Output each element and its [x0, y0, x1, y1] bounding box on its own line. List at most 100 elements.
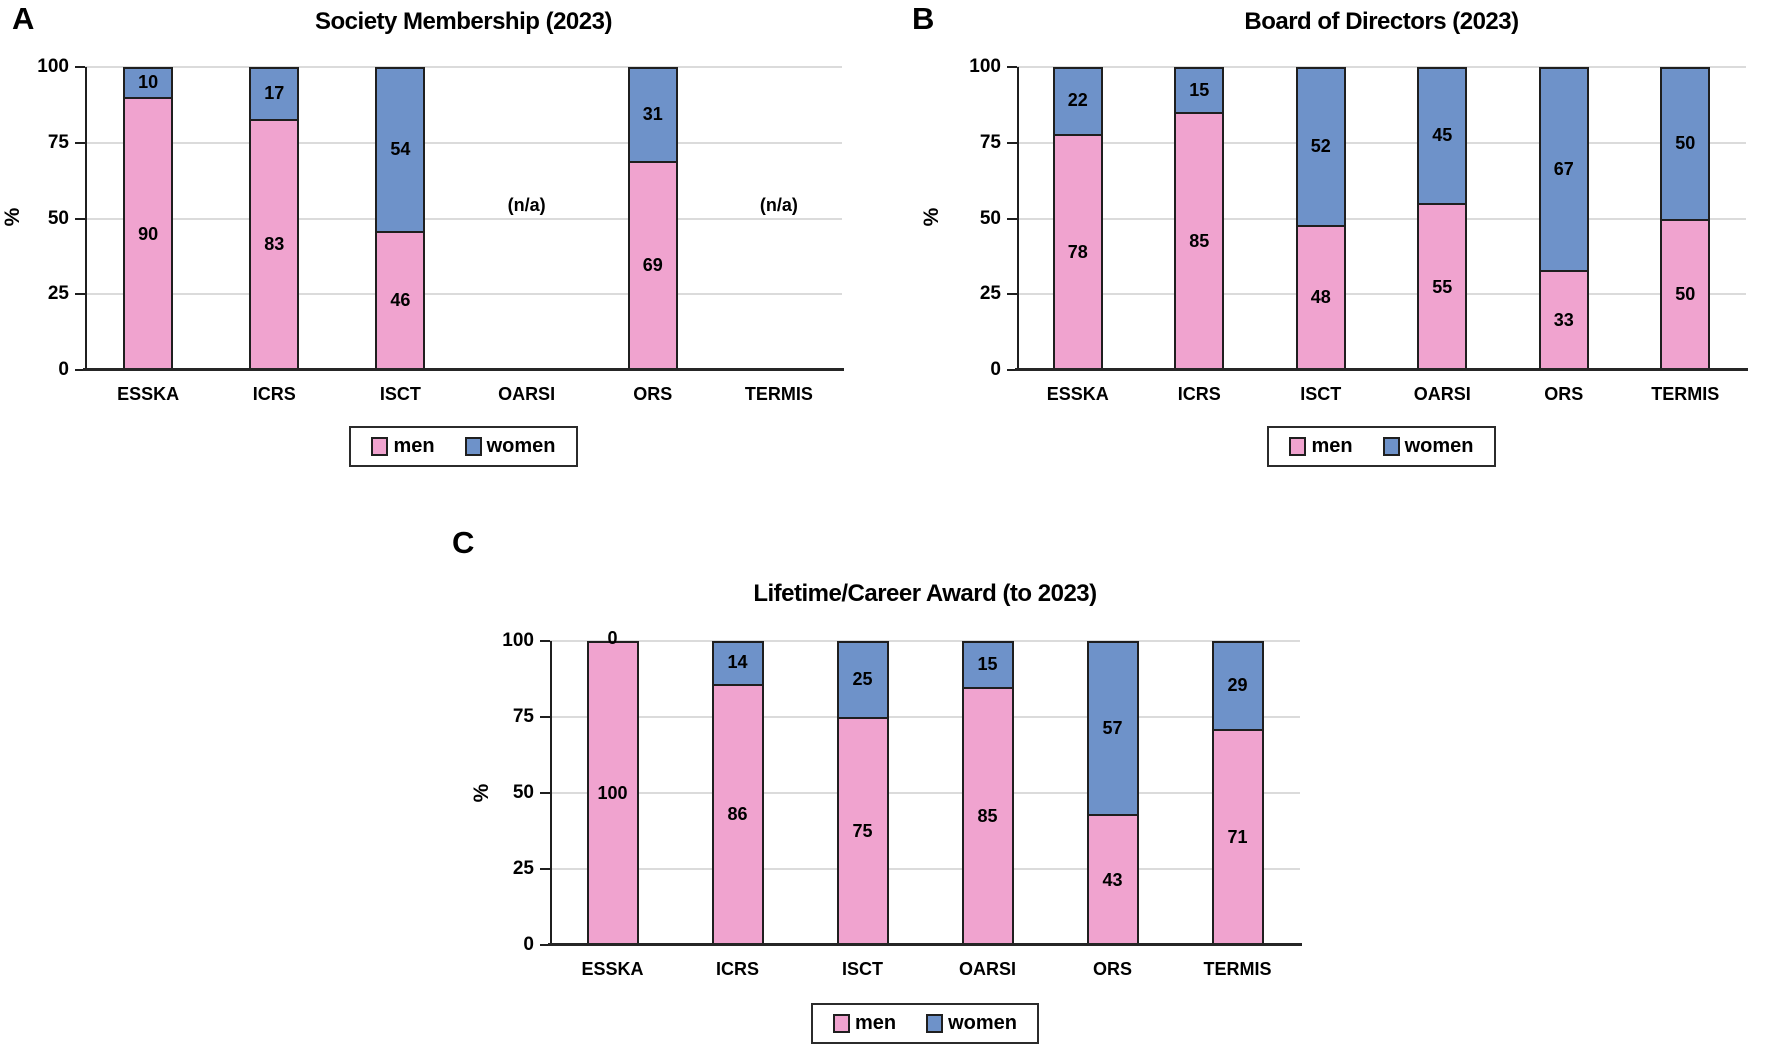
legend-box: men women	[810, 1003, 1040, 1044]
legend-women-label: women	[948, 1012, 1018, 1034]
women-value-label: 45	[1432, 125, 1453, 146]
legend-men-label: men	[393, 435, 435, 457]
y-tick-mark	[540, 868, 550, 870]
x-category-label: ORS	[1544, 384, 1584, 404]
legend-item-women: women	[926, 1012, 1017, 1035]
x-category-label: TERMIS	[744, 384, 813, 404]
chart-title-b: Board of Directors (2023)	[1244, 8, 1519, 35]
y-tick-mark	[540, 640, 550, 642]
women-value-label: 22	[1067, 90, 1088, 111]
legend-box: men women	[1267, 426, 1496, 467]
y-tick-label: 75	[47, 131, 69, 153]
bar-segment-men	[1417, 203, 1468, 370]
y-tick-label: 0	[523, 934, 534, 955]
y-tick-label: 25	[512, 858, 534, 879]
men-value-label: 83	[264, 234, 285, 255]
bar-segment-women	[1417, 67, 1468, 206]
y-tick-mark	[1007, 217, 1017, 220]
bar-segment-women	[711, 641, 764, 686]
x-category-label: OARSI	[1413, 384, 1471, 404]
y-tick-label: 75	[512, 706, 534, 727]
x-category-label: ICRS	[1177, 384, 1221, 404]
bar-segment-men	[961, 686, 1014, 945]
chart-panel-a: A Society Membership (2023) % 0 25 50 75 100…	[0, 0, 886, 490]
legend-men-label: men	[1311, 435, 1353, 457]
men-value-label: 71	[1227, 827, 1248, 848]
plot-area-a: 0 25 50 75 100 ESSKA 90 10 ICRS 83 17 ISCT 46 54 OARSI…	[37, 56, 844, 404]
y-axis-label-b: %	[920, 207, 943, 227]
y-tick-label: 25	[47, 283, 69, 305]
panel-letter-c: C	[452, 525, 475, 560]
gridline	[85, 66, 842, 68]
bar-segment-women	[1174, 67, 1225, 115]
gridline	[85, 217, 842, 220]
women-value-label: 0	[607, 628, 618, 648]
y-tick-mark	[540, 716, 550, 718]
bar-segment-women	[1295, 67, 1346, 227]
x-category-label: ICRS	[252, 384, 296, 404]
y-tick-label: 0	[990, 359, 1001, 380]
men-value-label: 55	[1432, 276, 1453, 297]
y-axis-line	[85, 67, 87, 370]
men-value-label: 75	[852, 821, 873, 841]
men-value-label: 43	[1102, 869, 1123, 890]
bar-segment-men	[1086, 814, 1139, 945]
gridline	[550, 792, 1300, 794]
women-value-label: 17	[264, 82, 285, 103]
legend-box: men women	[349, 426, 578, 467]
legend-item-men: men	[1289, 435, 1353, 458]
legend-women-label: women	[1404, 435, 1474, 457]
men-value-label: 33	[1553, 310, 1574, 331]
men-value-label: 69	[642, 255, 663, 276]
gridline	[1017, 141, 1746, 144]
x-category-label: ESSKA	[1046, 384, 1109, 404]
y-axis-line	[550, 641, 552, 945]
x-axis-line	[548, 943, 1302, 946]
legend-item-women: women	[1382, 435, 1474, 458]
men-swatch-icon	[832, 1014, 850, 1033]
women-value-label: 15	[977, 653, 998, 674]
men-swatch-icon	[1289, 437, 1307, 456]
legend-item-women: women	[464, 435, 556, 458]
plot-area-c: 0 25 50 75 100 ESSKA 100 0 ICRS 86 14 ISCT 75 25 OARSI…	[502, 628, 1302, 979]
bar-segment-men	[123, 97, 174, 370]
gridline	[85, 293, 842, 296]
bar-segment-women	[961, 641, 1014, 689]
x-category-label: ORS	[633, 384, 673, 404]
x-category-label: ISCT	[379, 384, 421, 404]
y-tick-mark	[1007, 369, 1017, 371]
women-swatch-icon	[464, 437, 482, 456]
x-category-label: ESSKA	[117, 384, 180, 404]
y-tick-mark	[75, 369, 85, 371]
y-tick-mark	[75, 293, 85, 296]
y-tick-label: 50	[47, 207, 69, 229]
x-category-label: ISCT	[1300, 384, 1342, 404]
women-value-label: 57	[1102, 717, 1123, 738]
men-value-label: 48	[1310, 287, 1331, 308]
bar-segment-women	[1538, 67, 1589, 273]
gridline	[1017, 66, 1746, 68]
bar-segment-men	[1052, 133, 1103, 370]
chart-title-c: Lifetime/Career Award (to 2023)	[753, 580, 1097, 607]
gridline	[85, 141, 842, 144]
bar-segment-men	[1174, 112, 1225, 370]
y-axis-line	[1017, 67, 1019, 370]
x-category-label: OARSI	[958, 959, 1016, 979]
gridline	[1017, 293, 1746, 296]
x-category-label: ESSKA	[581, 959, 644, 979]
women-value-label: 67	[1553, 158, 1574, 179]
y-tick-label: 0	[58, 359, 69, 380]
women-value-label: 29	[1227, 675, 1248, 696]
gridline	[550, 716, 1300, 718]
women-value-label: 25	[852, 669, 873, 689]
women-value-label: 50	[1675, 132, 1696, 153]
women-swatch-icon	[1382, 437, 1400, 456]
legend-item-men: men	[832, 1012, 896, 1035]
x-axis-line	[1015, 368, 1748, 371]
x-category-label: TERMIS	[1651, 384, 1720, 404]
men-value-label: 85	[977, 805, 998, 826]
y-tick-label: 50	[979, 207, 1001, 229]
x-category-label: ICRS	[715, 959, 759, 979]
women-value-label: 54	[390, 138, 411, 159]
bar-segment-men	[249, 118, 300, 370]
